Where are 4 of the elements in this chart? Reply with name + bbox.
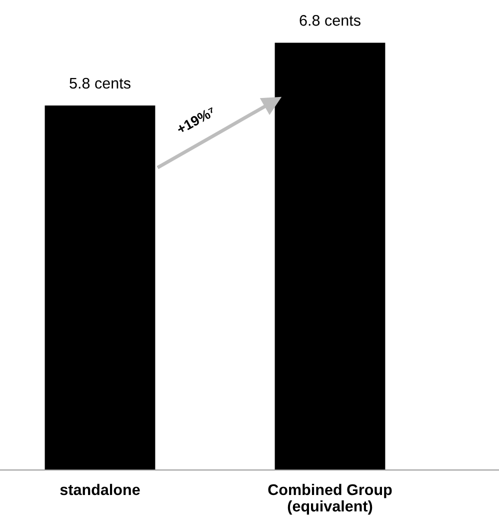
- data-label: 5.8 cents: [70, 78, 130, 89]
- x-tick-label: Combined Group (equivalent): [268, 484, 392, 515]
- data-label: 6.8 cents: [300, 15, 360, 26]
- x-tick-label: standalone: [60, 484, 140, 496]
